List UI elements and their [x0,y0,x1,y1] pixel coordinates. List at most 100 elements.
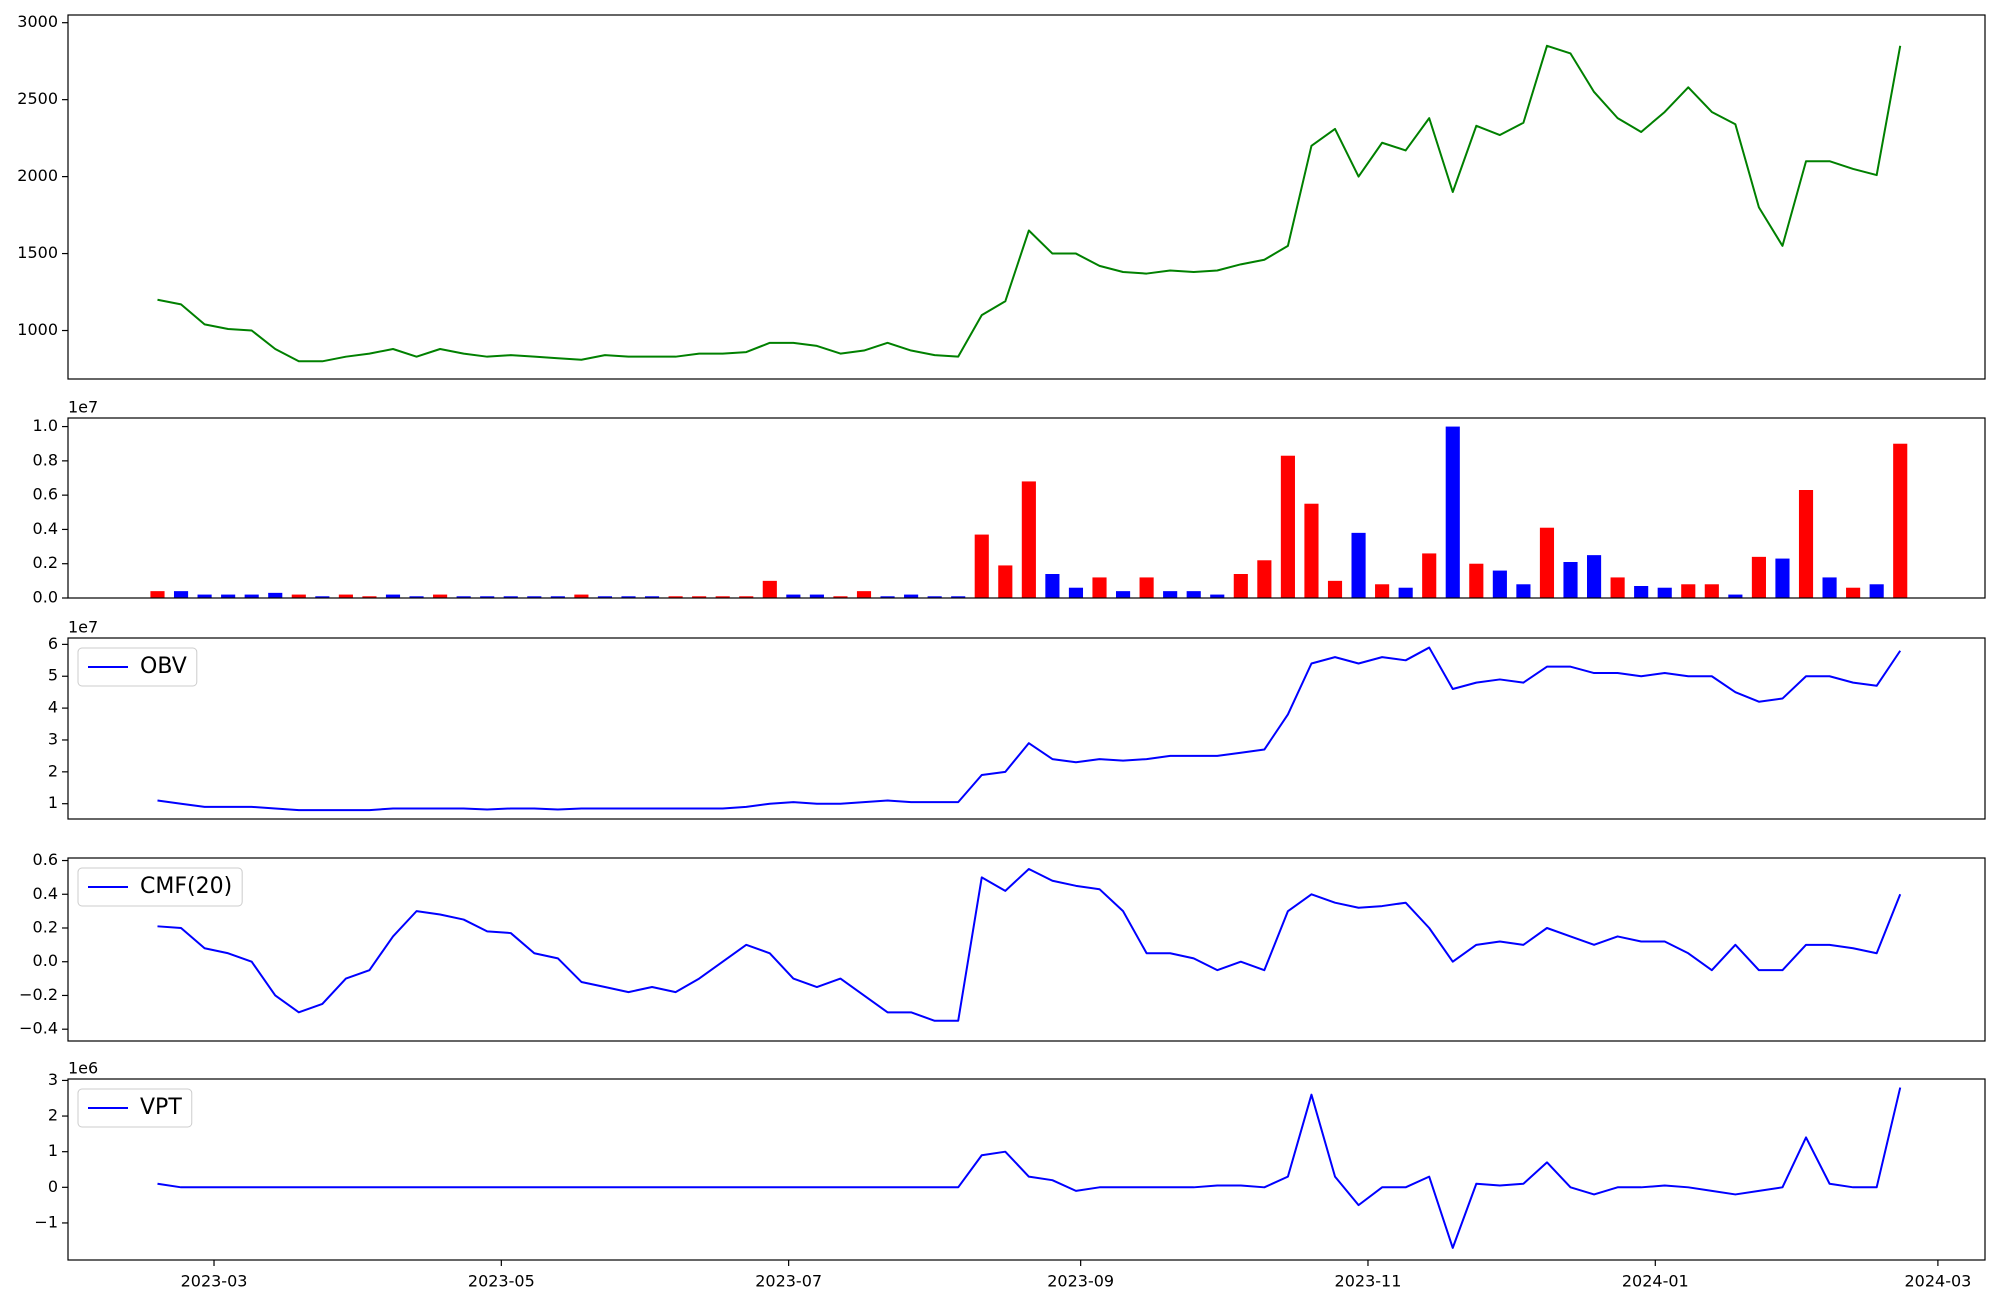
bar [1634,586,1649,598]
y-tick-label: 0.6 [33,485,58,504]
bar [268,592,283,598]
x-tick-label: 2023-09 [1047,1272,1114,1291]
x-tick-label: 2023-03 [181,1272,248,1291]
bar [433,594,448,598]
bar [503,596,518,598]
y-tick-label: 1 [48,793,58,812]
y-tick-label: 1.0 [33,416,58,435]
bar [880,596,895,598]
bar [1610,577,1625,598]
bar [1068,587,1084,598]
bar [833,596,848,598]
bar [574,594,589,598]
bar [173,591,189,598]
legend-box [77,1088,193,1128]
legend-label: VPT [140,1095,182,1120]
data-line [157,867,1902,1022]
y-tick-label: 1500 [17,243,58,262]
legend-label: CMF(20) [140,874,232,899]
bar [1375,584,1390,598]
y-tick-label: 0.6 [33,850,58,869]
y-tick-label: 3 [48,729,58,748]
x-tick-label: 2024-03 [1904,1272,1971,1291]
y-tick-label: 1000 [17,320,58,339]
bar [904,594,919,598]
data-line [157,1087,1902,1249]
bar [480,596,495,598]
plot-frame [67,857,1986,1042]
bar [1846,587,1861,598]
bar [1233,574,1248,598]
bar [1798,490,1814,598]
x-tick-label: 2023-07 [755,1272,822,1291]
y-tick-label: 0.0 [33,951,58,970]
panel: 0.0 0.2 0.4 0.6 0.8 1.0 1e7 [33,398,1986,607]
legend: VPT [77,1088,193,1128]
y-tick-label: 1 [48,1141,58,1160]
x-tick-label: 2024-01 [1622,1272,1689,1291]
bar [1139,577,1154,598]
y-tick-label: 3000 [17,12,58,31]
bar [197,594,212,598]
bar [1257,560,1272,598]
y-tick-label: 0.2 [33,917,58,936]
panel: 1 2 3 4 5 6 1e7 OBV [48,618,1986,820]
y-tick-label: 2 [48,1106,58,1125]
plot-frame [67,637,1986,820]
bar [1822,577,1837,598]
offset-label: 1e7 [68,618,98,637]
bar [644,596,660,598]
y-tick-label: 0.4 [33,884,58,903]
y-tick-label: 0.8 [33,450,58,469]
bar [244,594,259,598]
bar [1586,555,1602,598]
bar [715,596,730,598]
bar [1657,587,1672,598]
bar [221,594,236,598]
bar [1751,556,1766,598]
bar [1445,426,1460,598]
plot-frame [67,1078,1986,1261]
bar [456,596,471,598]
bar [527,596,542,598]
legend: CMF(20) [77,867,243,907]
y-tick-label: 2500 [17,89,58,108]
panel: 1000 1500 2000 2500 3000 [17,12,1986,380]
y-tick-label: 0.4 [33,519,58,538]
bar [1539,527,1555,598]
y-tick-label: 0.0 [33,588,58,607]
bar [1115,591,1131,598]
bar [1422,553,1437,598]
legend-box [77,647,198,687]
bar [692,596,707,598]
bar [1280,455,1295,598]
bar [150,591,165,598]
bar [597,596,613,598]
bar [1492,570,1507,598]
bar [998,565,1013,598]
panel: −0.4 −0.2 0.0 0.2 0.4 0.6 CMF(20) [19,850,1986,1042]
plot-frame [67,14,1986,380]
y-tick-label: 0.2 [33,553,58,572]
bar [668,596,683,598]
y-tick-label: 4 [48,698,58,717]
bar [1775,558,1790,598]
bar [1092,577,1107,598]
bar [1563,562,1578,598]
bar [1163,591,1178,598]
data-line [157,44,1902,363]
bar [291,594,306,598]
legend-label: OBV [140,654,187,679]
bar [1728,594,1743,598]
bar [786,594,801,598]
bar [927,596,942,598]
offset-label: 1e7 [68,398,98,417]
y-tick-label: −0.4 [19,1019,58,1038]
panel: −1 0 1 2 3 1e6 2023-03 2023-05 2023-07 2023-09 202… [34,1059,1986,1291]
bar [856,591,872,598]
y-tick-label: 2 [48,761,58,780]
bar [1327,580,1343,598]
bar [1186,591,1201,598]
bar [951,596,966,598]
